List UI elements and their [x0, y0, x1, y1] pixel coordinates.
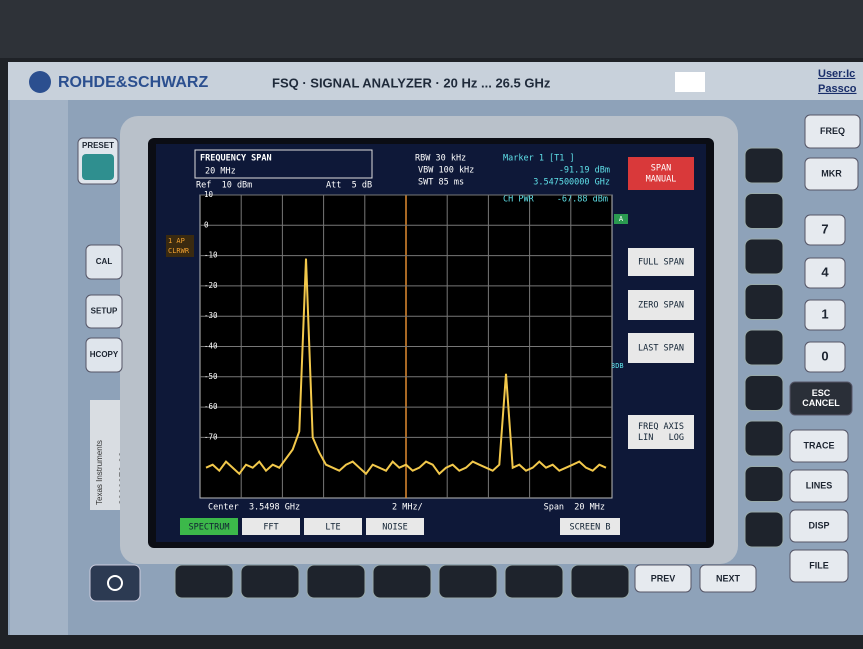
division: 2 MHz/: [392, 503, 423, 513]
softkey-label: LIN LOG: [638, 433, 684, 443]
y-tick-label: -10: [204, 251, 218, 260]
analyzer: ROHDE&SCHWARZ FSQ · SIGNAL ANALYZER · 20…: [0, 0, 863, 649]
barcode: [675, 72, 705, 92]
softkey-button[interactable]: [745, 421, 783, 456]
keypad-key-label: DISP: [808, 520, 829, 530]
marker-freq: 3.547500000 GHz: [533, 178, 610, 188]
preset-cap: [82, 154, 114, 180]
top-band: [0, 0, 863, 58]
attenuation: Att 5 dB: [326, 181, 372, 191]
y-tick-label: -70: [204, 432, 218, 441]
nav-key-label: PREV: [651, 573, 676, 583]
y-tick-label: -60: [204, 402, 218, 411]
keypad-key-label: 4: [821, 264, 829, 279]
keypad-key-label: TRACE: [804, 440, 835, 450]
logo: [29, 71, 51, 93]
hotkey-button[interactable]: [505, 565, 563, 598]
plate-maker: Texas Instruments: [95, 440, 104, 505]
user: User:Ic: [818, 68, 855, 80]
hotkey-button[interactable]: [241, 565, 299, 598]
y-tick-label: -30: [204, 311, 218, 320]
softkey-button[interactable]: [745, 239, 783, 274]
keypad-key-label: FILE: [809, 560, 829, 570]
y-tick-label: 0: [204, 220, 209, 229]
center-freq: Center 3.5498 GHz: [208, 503, 300, 513]
softkey-button[interactable]: [745, 376, 783, 411]
hotkey-button[interactable]: [175, 565, 233, 598]
hotkey-button[interactable]: [307, 565, 365, 598]
nav-key-label: NEXT: [716, 573, 741, 583]
trace-mode: CLRWR: [168, 247, 190, 255]
swt: SWT 85 ms: [418, 178, 464, 188]
flag-3db: 3DB: [611, 362, 624, 370]
model: FSQ · SIGNAL ANALYZER · 20 Hz ... 26.5 G…: [272, 75, 551, 90]
function-value: 20 MHz: [205, 167, 236, 177]
panel-key-label: HCOPY: [90, 350, 119, 359]
tab-label: NOISE: [382, 523, 408, 533]
softkey-label: MANUAL: [646, 175, 677, 185]
tab-label: FFT: [263, 523, 278, 533]
password: Passco: [818, 83, 857, 95]
hotkey-button[interactable]: [571, 565, 629, 598]
hotkey-button[interactable]: [439, 565, 497, 598]
y-tick-label: 10: [204, 190, 214, 199]
keypad-key-label: 0: [821, 348, 828, 363]
keypad-key-label: FREQ: [820, 126, 845, 136]
marker: Marker 1 [T1 ]: [503, 154, 575, 164]
panel-key-label: SETUP: [91, 307, 118, 316]
rbw: RBW 30 kHz: [415, 154, 466, 164]
softkey-button[interactable]: [745, 512, 783, 547]
tab-label: LTE: [325, 523, 340, 533]
softkey-button[interactable]: [745, 285, 783, 320]
keypad-key-label: ESC: [812, 388, 831, 398]
ch-pwr-value: -67.88 dBm: [557, 195, 608, 205]
brand: ROHDE&SCHWARZ: [58, 74, 208, 91]
panel-key-label: CAL: [96, 257, 113, 266]
keypad-key-label: CANCEL: [802, 398, 840, 408]
y-tick-label: -40: [204, 342, 218, 351]
marker-level: -91.19 dBm: [559, 166, 610, 176]
screen-b: SCREEN B: [570, 523, 611, 533]
span: Span 20 MHz: [544, 503, 605, 513]
ref-level: Ref 10 dBm: [196, 181, 252, 191]
softkey-label: FREQ AXIS: [638, 422, 684, 432]
softkey-button[interactable]: [745, 330, 783, 365]
power-key[interactable]: [90, 565, 140, 601]
y-tick-label: -50: [204, 372, 218, 381]
ch-pwr: CH PWR: [503, 195, 535, 205]
softkey-label: SPAN: [651, 164, 671, 174]
hotkey-button[interactable]: [373, 565, 431, 598]
softkey-label: FULL SPAN: [638, 258, 684, 268]
keypad-key-label: MKR: [821, 168, 842, 178]
panel-key-label: PRESET: [82, 141, 114, 150]
softkey-button[interactable]: [745, 148, 783, 183]
trace-mode: 1 AP: [168, 237, 185, 245]
tab-label: SPECTRUM: [189, 523, 230, 533]
vbw: VBW 100 kHz: [418, 166, 474, 176]
keypad-key-label: 1: [821, 306, 828, 321]
function: FREQUENCY SPAN: [200, 154, 272, 164]
softkey[interactable]: [628, 415, 694, 449]
softkey-label: ZERO SPAN: [638, 301, 684, 311]
keypad-key-label: 7: [821, 221, 828, 236]
softkey[interactable]: [628, 157, 694, 190]
softkey-button[interactable]: [745, 467, 783, 502]
softkey-button[interactable]: [745, 194, 783, 229]
softkey-label: LAST SPAN: [638, 344, 684, 354]
keypad-key-label: LINES: [806, 480, 833, 490]
y-tick-label: -20: [204, 281, 218, 290]
left-strip: [10, 100, 68, 635]
